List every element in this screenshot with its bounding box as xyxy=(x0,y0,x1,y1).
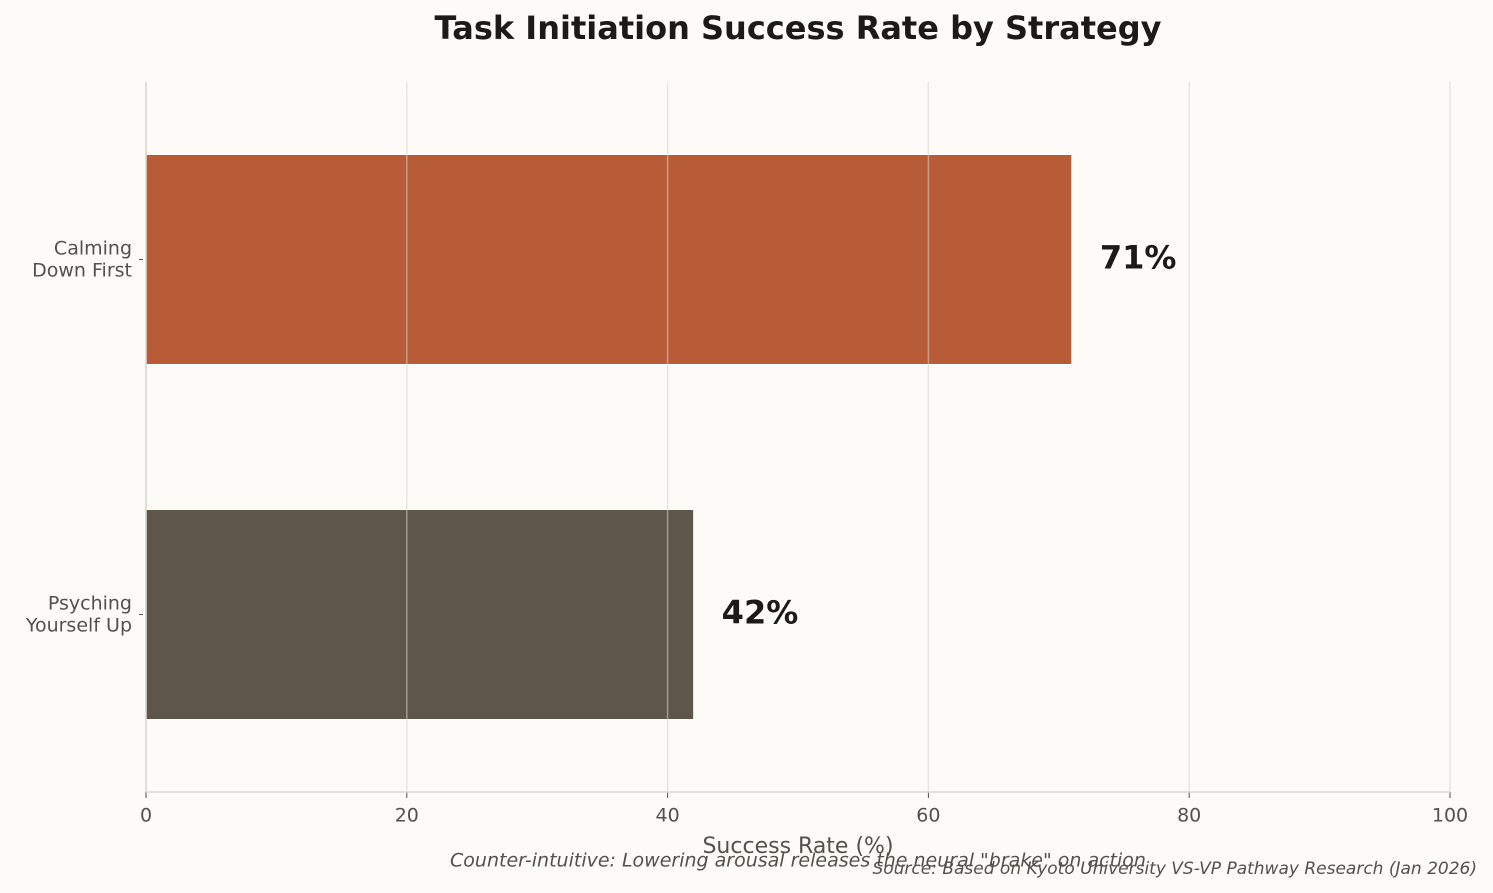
x-tick-label: 80 xyxy=(1177,805,1201,827)
y-tick-label-line: Calming xyxy=(54,237,132,259)
y-tick-label: Calming Down First xyxy=(32,237,132,281)
x-tick-label: 0 xyxy=(140,805,152,827)
y-tick-label: Psyching Yourself Up xyxy=(25,592,132,636)
y-tick-label-line: Down First xyxy=(32,259,132,281)
chart-title: Task Initiation Success Rate by Strategy xyxy=(435,9,1162,47)
bar xyxy=(145,509,695,720)
x-tick-label: 20 xyxy=(395,805,419,827)
x-tick-label: 100 xyxy=(1432,805,1468,827)
x-tick-label: 40 xyxy=(656,805,680,827)
x-tick-label: 60 xyxy=(916,805,940,827)
bar xyxy=(145,154,1073,365)
value-label: 71% xyxy=(1100,239,1177,277)
y-tick-label-line: Psyching xyxy=(48,592,132,614)
source-note: Source: Based on Kyoto University VS-VP … xyxy=(872,859,1477,879)
y-tick-label-line: Yourself Up xyxy=(25,614,132,636)
x-axis-label: Success Rate (%) xyxy=(702,834,893,859)
annotation: Counter-intuitive: Lowering arousal rele… xyxy=(450,850,1146,872)
value-label: 42% xyxy=(722,594,799,632)
